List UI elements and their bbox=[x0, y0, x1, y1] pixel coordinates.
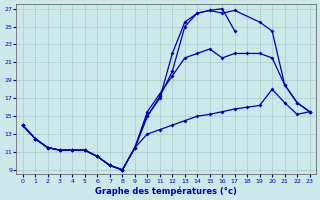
X-axis label: Graphe des températures (°c): Graphe des températures (°c) bbox=[95, 186, 237, 196]
